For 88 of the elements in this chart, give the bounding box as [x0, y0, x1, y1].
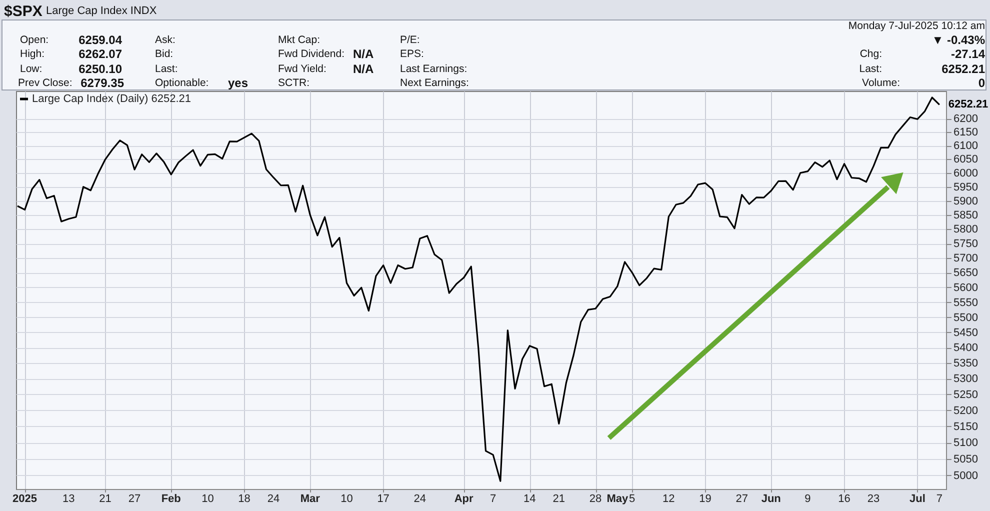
y-tick-label: 5350 [954, 358, 978, 370]
x-tick-label: 7 [936, 493, 942, 505]
y-tick-label: 5700 [954, 252, 978, 265]
text: Volume: [862, 77, 900, 89]
text: 6262.07 [78, 47, 122, 61]
y-tick-label: 5050 [954, 453, 978, 466]
y-tick-label: 5750 [954, 238, 978, 250]
x-tick-label: 27 [128, 493, 141, 505]
text: 6252.21 [942, 62, 986, 76]
y-tick-label: 5900 [954, 195, 978, 208]
text: yes [228, 76, 248, 90]
x-tick-label: Feb [161, 493, 182, 505]
y-tick-label: 6100 [954, 140, 978, 152]
text: Optionable: [155, 77, 209, 89]
x-tick-label: May [606, 493, 630, 505]
x-tick-label: 24 [414, 493, 426, 505]
y-tick-label: 5950 [954, 181, 978, 194]
text: Ask: [155, 34, 176, 46]
x-tick-label: 7 [490, 493, 496, 505]
text: 6252.21 [948, 98, 988, 111]
x-tick-label: 19 [699, 493, 712, 505]
text: Open: [20, 34, 49, 46]
text: Last: [859, 63, 882, 75]
y-tick-label: 5400 [954, 342, 978, 354]
text: ▼ -0.43% [932, 33, 986, 47]
text: Fwd Yield: [278, 63, 326, 75]
text: SCTR: [278, 77, 310, 89]
x-tick-label: 10 [202, 493, 214, 505]
y-tick-label: 5650 [954, 267, 978, 280]
x-tick-label: Jul [910, 493, 926, 505]
y-tick-label: 5800 [954, 224, 978, 236]
text: High: [20, 48, 45, 60]
y-tick-label: 5500 [954, 312, 978, 324]
y-tick-label: 6200 [954, 113, 978, 126]
text: N/A [353, 62, 374, 76]
x-tick-label: Jun [761, 493, 782, 505]
legend-label: Large Cap Index (Daily) 6252.21 [32, 93, 191, 105]
y-tick-label: 5250 [954, 388, 978, 401]
x-tick-label: 21 [99, 493, 112, 505]
text: 6250.10 [78, 62, 122, 76]
text: EPS: [400, 48, 424, 60]
x-tick-label: 23 [867, 493, 880, 505]
text: Last: [155, 63, 178, 75]
y-tick-label: 5600 [954, 282, 978, 294]
text: P/E: [400, 34, 420, 46]
text: Prev Close: [18, 77, 72, 89]
text: Chg: [860, 48, 882, 60]
text: Fwd Dividend: [278, 48, 345, 60]
text: Monday 7-Jul-2025 10:12 am [848, 20, 986, 32]
chart-subtitle: Large Cap Index INDX [46, 5, 158, 17]
x-tick-label: 28 [589, 493, 602, 505]
x-tick-label: 27 [736, 493, 748, 505]
y-tick-label: 5850 [954, 209, 978, 222]
text: 6279.35 [80, 76, 124, 90]
text: 0 [978, 76, 986, 90]
x-tick-label: 16 [838, 493, 850, 505]
x-tick-label: 18 [238, 493, 250, 505]
text: Next Earnings: [400, 77, 469, 89]
text: 6259.04 [78, 33, 122, 47]
y-tick-label: 5000 [954, 470, 978, 482]
chart-title: $SPX [4, 3, 42, 20]
x-tick-label: 17 [377, 493, 390, 505]
x-tick-label: 5 [629, 493, 636, 505]
x-tick-label: 9 [804, 493, 811, 505]
x-tick-label: Mar [300, 493, 321, 505]
y-tick-label: 5200 [954, 404, 978, 417]
text: Low: [20, 63, 42, 75]
y-tick-label: 5100 [954, 437, 978, 449]
y-tick-label: 5450 [954, 326, 978, 339]
y-tick-label: 5150 [954, 420, 978, 433]
y-tick-label: 6000 [954, 167, 978, 180]
x-tick-label: 14 [524, 493, 536, 505]
text: N/A [353, 47, 374, 61]
x-tick-label: 2025 [12, 493, 38, 505]
y-tick-label: 5550 [954, 296, 978, 309]
text: Bid: [155, 48, 174, 60]
y-tick-label: 6050 [954, 154, 978, 166]
x-tick-label: 24 [267, 493, 280, 505]
x-tick-label: Apr [454, 493, 474, 505]
y-tick-label: 5300 [954, 373, 978, 386]
x-tick-label: 21 [552, 493, 566, 505]
x-tick-label: 13 [62, 493, 75, 505]
text: Last Earnings: [400, 63, 468, 75]
text: -27.14 [950, 47, 986, 61]
text: Mkt Cap: [278, 34, 320, 46]
x-tick-label: 10 [340, 493, 353, 505]
y-tick-label: 6150 [954, 126, 978, 139]
x-tick-label: 12 [662, 493, 675, 505]
